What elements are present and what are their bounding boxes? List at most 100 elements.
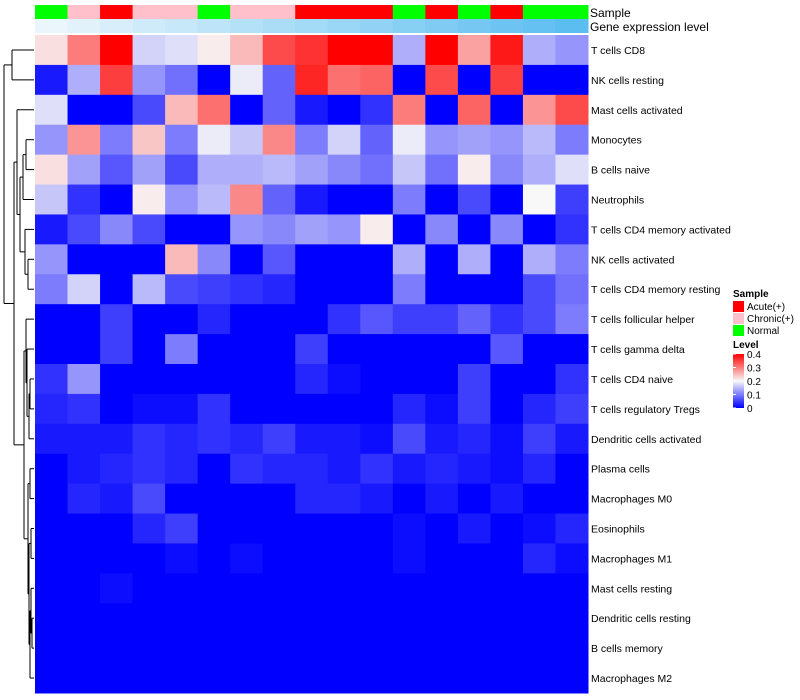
heatmap-cell xyxy=(262,453,296,485)
heatmap-cell xyxy=(425,35,459,66)
sample-anno-cell xyxy=(165,5,199,19)
heatmap-cell xyxy=(360,64,394,96)
heatmap-cell xyxy=(425,124,459,156)
heatmap-cell xyxy=(100,64,134,96)
heatmap-cell xyxy=(490,154,524,186)
heatmap-cell xyxy=(522,543,556,574)
heatmap-cell xyxy=(360,124,394,156)
heatmap-cell xyxy=(490,453,524,485)
heatmap-cell xyxy=(360,573,394,604)
heatmap-cell xyxy=(262,214,296,245)
sample-anno-cell xyxy=(490,5,524,19)
heatmap-cell xyxy=(490,663,524,694)
heatmap-cell xyxy=(327,573,361,604)
heatmap-cell xyxy=(425,94,459,126)
heatmap-cell xyxy=(425,364,459,395)
heatmap-cell xyxy=(165,334,199,365)
row-label: NK cells resting xyxy=(591,75,664,87)
heatmap-cell xyxy=(35,274,69,305)
heatmap-cell xyxy=(262,543,296,574)
heatmap-cell xyxy=(522,393,556,425)
heatmap-cell xyxy=(425,663,459,694)
level-anno-cell xyxy=(327,19,361,33)
heatmap-cell xyxy=(67,633,101,664)
heatmap-cell xyxy=(67,603,101,634)
legend-sample: Sample Acute(+)Chronic(+)Normal xyxy=(733,289,794,337)
heatmap-cell xyxy=(457,334,491,365)
heatmap-cell xyxy=(35,64,69,96)
heatmap-cell xyxy=(197,364,231,395)
heatmap-cell xyxy=(132,573,166,604)
heatmap-cell xyxy=(295,64,329,96)
sample-anno-cell xyxy=(230,5,264,19)
heatmap-cell xyxy=(35,244,69,275)
heatmap-cell xyxy=(165,64,199,96)
heatmap-cell xyxy=(490,304,524,335)
row-label: T cells CD8 xyxy=(591,45,645,57)
level-anno-cell xyxy=(230,19,264,33)
heatmap-cell xyxy=(165,124,199,156)
heatmap-cell xyxy=(327,423,361,455)
heatmap-cell xyxy=(132,603,166,634)
heatmap-cell xyxy=(360,94,394,126)
heatmap-cell xyxy=(425,274,459,305)
heatmap-cell xyxy=(100,663,134,694)
heatmap-cell xyxy=(230,543,264,574)
heatmap-cell xyxy=(360,244,394,275)
heatmap-cell xyxy=(132,543,166,574)
heatmap-cell xyxy=(327,184,361,215)
heatmap-cell xyxy=(262,423,296,455)
heatmap-cell xyxy=(295,124,329,156)
heatmap-cell xyxy=(67,94,101,126)
level-anno-cell xyxy=(100,19,134,33)
heatmap-cell xyxy=(425,334,459,365)
heatmap-cell xyxy=(230,513,264,544)
level-anno-cell xyxy=(67,19,101,33)
heatmap-cell xyxy=(425,603,459,634)
heatmap-cell xyxy=(555,94,589,126)
heatmap-cell xyxy=(35,214,69,245)
heatmap-cell xyxy=(555,274,589,305)
heatmap-cell xyxy=(132,304,166,335)
row-label: Macrophages M0 xyxy=(591,494,672,506)
heatmap-cell xyxy=(132,393,166,425)
heatmap-cell xyxy=(100,35,134,66)
legend-tick-label: 0.2 xyxy=(747,377,761,388)
heatmap-cell xyxy=(295,274,329,305)
heatmap-cell xyxy=(360,304,394,335)
level-anno-cell xyxy=(295,19,329,33)
heatmap-cell xyxy=(392,334,426,365)
level-anno-cell xyxy=(392,19,426,33)
heatmap-cell xyxy=(197,274,231,305)
heatmap-cell xyxy=(100,274,134,305)
heatmap-cell xyxy=(165,364,199,395)
heatmap-cell xyxy=(522,633,556,664)
heatmap-cell xyxy=(197,304,231,335)
heatmap-cell xyxy=(490,513,524,544)
heatmap-cell xyxy=(132,663,166,694)
heatmap-cell xyxy=(555,364,589,395)
heatmap-cell xyxy=(132,423,166,455)
heatmap-cell xyxy=(67,543,101,574)
heatmap-cell xyxy=(457,124,491,156)
sample-anno-cell xyxy=(295,5,329,19)
row-label: Dendritic cells activated xyxy=(591,434,701,446)
heatmap-cell xyxy=(490,334,524,365)
row-label: T cells gamma delta xyxy=(591,344,685,356)
heatmap-cell xyxy=(197,393,231,425)
heatmap-cell xyxy=(132,35,166,66)
level-anno-cell xyxy=(490,19,524,33)
heatmap-cell xyxy=(392,513,426,544)
heatmap-cell xyxy=(197,483,231,515)
heatmap-cell xyxy=(490,483,524,515)
heatmap-cell xyxy=(457,633,491,664)
heatmap-cell xyxy=(197,573,231,604)
row-label: Macrophages M2 xyxy=(591,673,672,685)
legend-sample-title: Sample xyxy=(733,289,769,300)
heatmap-cell xyxy=(522,244,556,275)
heatmap-cell xyxy=(67,64,101,96)
heatmap-cell xyxy=(295,603,329,634)
heatmap-cell xyxy=(197,453,231,485)
heatmap-cell xyxy=(392,543,426,574)
